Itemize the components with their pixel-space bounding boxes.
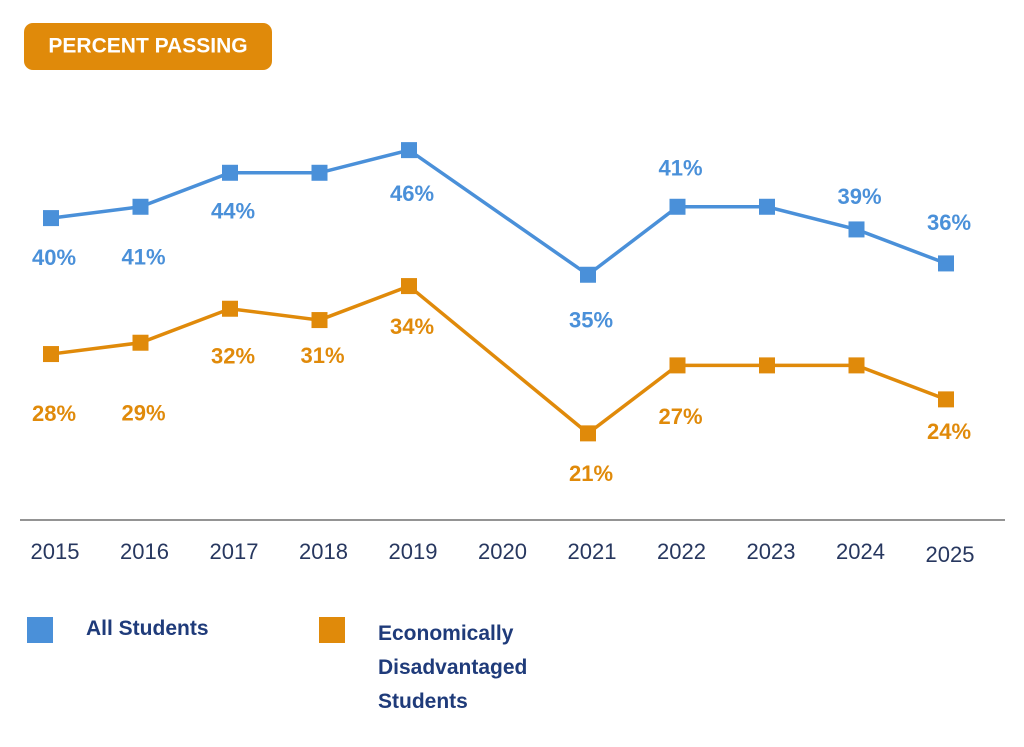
x-tick-label: 2016 [120,539,169,564]
series-line [50,148,947,277]
title-badge [24,23,272,70]
x-tick-label: 2017 [210,539,259,564]
marker [132,334,149,351]
value-label: 32% [211,344,255,369]
x-tick-label: 2025 [926,542,975,567]
marker [222,300,238,317]
marker [43,346,59,363]
marker [43,210,59,227]
x-tick-label: 2019 [389,539,438,564]
marker [938,255,954,272]
x-tick-label: 2015 [31,539,80,564]
value-label: 40% [32,245,76,270]
value-label: 46% [390,181,434,206]
marker [580,266,596,283]
marker [848,357,865,374]
legend-swatch [27,617,53,643]
marker [222,164,238,181]
marker [311,164,328,181]
value-label: 41% [658,156,702,181]
value-label: 35% [569,308,613,333]
marker [132,198,149,215]
value-label: 31% [300,343,344,368]
marker [759,198,775,215]
marker [759,357,775,374]
marker [848,221,865,238]
marker [311,312,328,329]
x-tick-label: 2023 [747,539,796,564]
marker [580,425,596,442]
value-label: 28% [32,401,76,426]
value-label: 24% [927,419,971,444]
marker [938,391,954,408]
x-tick-label: 2022 [657,539,706,564]
marker [669,198,686,215]
value-label: 36% [927,210,971,235]
value-label: 44% [211,199,255,224]
marker [401,278,417,295]
value-label: 29% [121,401,165,426]
x-tick-label: 2020 [478,539,527,564]
value-label: 34% [390,314,434,339]
value-label: 41% [121,245,165,270]
series-line [50,284,947,436]
marker [401,142,417,159]
x-tick-label: 2021 [568,539,617,564]
chart-title: PERCENT PASSING [48,35,247,58]
value-label: 27% [658,404,702,429]
value-label: 39% [837,184,881,209]
value-label: 21% [569,461,613,486]
marker [669,357,686,374]
x-tick-label: 2024 [836,539,885,564]
x-tick-label: 2018 [299,539,348,564]
legend-label: Economically Disadvantaged Students [378,622,528,713]
legend-label: All Students [86,617,209,640]
legend-swatch [319,617,345,643]
